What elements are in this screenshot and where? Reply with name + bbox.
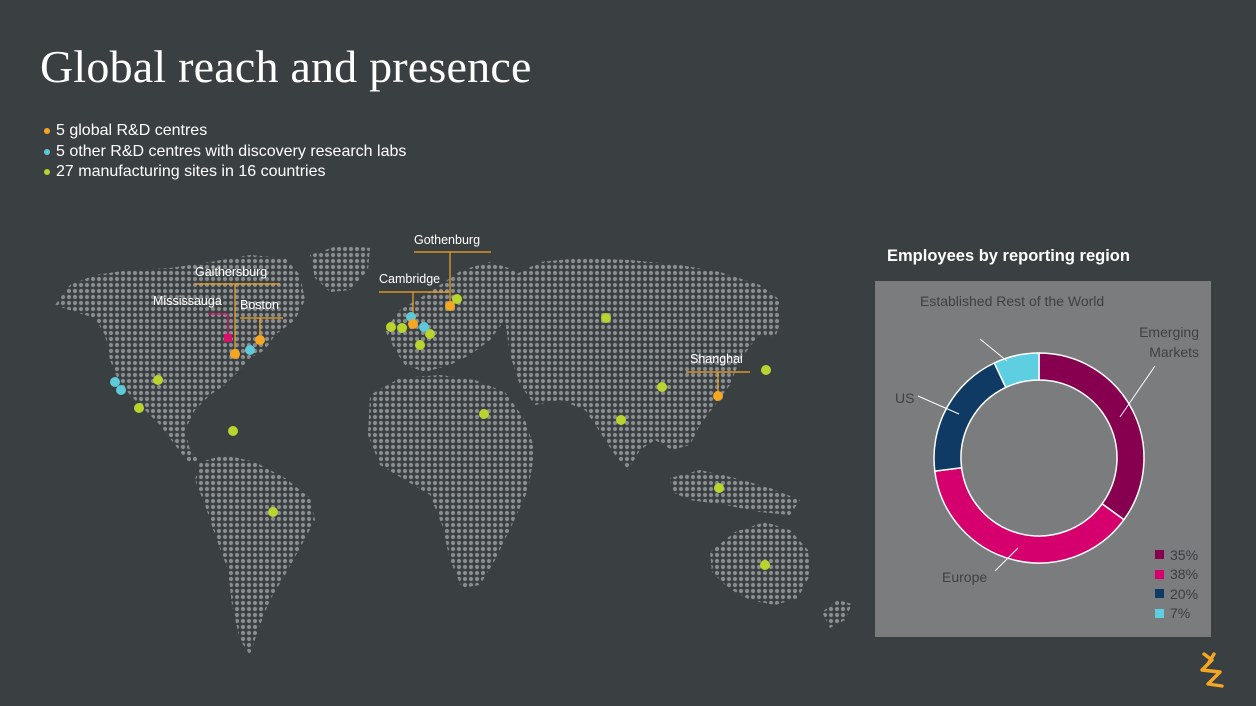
chart-panel: Established Rest of the World Emerging M… [875, 281, 1211, 637]
donut-slice-us [933, 361, 1007, 472]
legend-item: 38% [1155, 565, 1198, 585]
australia-landmass [710, 522, 810, 605]
other-rd-sites [110, 312, 429, 395]
manufacturing-site-marker [415, 340, 425, 350]
callout-line-emerging [1119, 365, 1156, 418]
city-label-gothenburg: Gothenburg [414, 233, 481, 247]
page-title: Global reach and presence [40, 41, 532, 92]
indonesia-landmass [670, 470, 800, 515]
legend-swatch [1155, 608, 1164, 618]
city-label-mississauga: Mississauga [153, 294, 222, 308]
global-rd-sites [230, 301, 723, 401]
manufacturing-site-marker [397, 323, 407, 333]
manufacturing-site-marker [268, 507, 278, 517]
other-rd-marker [116, 385, 126, 395]
chart-legend: 35% 38% 20% 7% [1155, 545, 1198, 623]
manufacturing-sites [134, 294, 771, 570]
world-map-svg [55, 245, 852, 655]
bullet-manufacturing: 27 manufacturing sites in 16 countries [44, 162, 406, 183]
legend-swatch [1155, 550, 1164, 560]
africa-landmass [368, 375, 535, 588]
global-rd-marker [255, 335, 265, 345]
global-rd-marker [408, 319, 418, 329]
legend-item: 35% [1155, 545, 1198, 565]
legend-item: 20% [1155, 584, 1198, 604]
other-rd-marker [419, 322, 429, 332]
company-logo-icon [1200, 652, 1224, 688]
orange-dot-icon [44, 128, 50, 135]
bullet-list: 5 global R&D centres 5 other R&D centres… [44, 121, 406, 183]
greenland-landmass [310, 245, 370, 292]
manufacturing-site-marker [761, 365, 771, 375]
legend-value: 7% [1170, 605, 1191, 622]
segment-label-established: Established Rest of the World [920, 293, 1105, 309]
manufacturing-site-marker [657, 382, 667, 392]
callout-line-established [979, 338, 1008, 362]
japan-landmass [760, 302, 782, 338]
manufacturing-site-marker [452, 294, 462, 304]
manufacturing-site-marker [134, 403, 144, 413]
manufacturing-site-marker [616, 415, 626, 425]
bullet-rd-other: 5 other R&D centres with discovery resea… [44, 142, 406, 163]
north-america-landmass [55, 255, 305, 462]
city-label-gaithersburg: Gaithersburg [195, 265, 268, 279]
chart-title: Employees by reporting region [887, 247, 1130, 265]
global-rd-marker [713, 391, 723, 401]
legend-swatch [1155, 569, 1164, 579]
bullet-text: 5 other R&D centres with discovery resea… [56, 142, 407, 160]
callout-line-europe [994, 547, 1019, 572]
other-rd-marker [110, 377, 120, 387]
manufacturing-site-marker [479, 409, 489, 419]
legend-swatch [1155, 589, 1164, 599]
segment-label-emerging: Emerging Markets [1139, 324, 1199, 360]
bullet-text: 27 manufacturing sites in 16 countries [56, 163, 326, 180]
segment-label-us: US [895, 390, 915, 406]
donut-slice-europe [933, 466, 1125, 564]
donut-slice-established-rest-of-the-world [993, 352, 1040, 389]
manufacturing-site-marker [760, 560, 770, 570]
global-rd-marker [230, 349, 240, 359]
green-dot-icon [44, 169, 50, 176]
callout-lines [917, 338, 1156, 572]
donut-chart [917, 338, 1156, 572]
legend-value: 38% [1170, 566, 1199, 583]
new-zealand-landmass [822, 600, 852, 628]
legend-item: 7% [1155, 604, 1198, 624]
bullet-rd-global: 5 global R&D centres [44, 121, 406, 142]
manufacturing-site-marker [386, 322, 396, 332]
manufacturing-site-marker [228, 426, 238, 436]
manufacturing-site-marker [425, 329, 435, 339]
legend-value: 35% [1170, 546, 1199, 563]
city-label-boston: Boston [240, 298, 279, 312]
manufacturing-site-marker [601, 313, 611, 323]
cyan-dot-icon [44, 148, 50, 155]
leader-lines [195, 251, 750, 396]
city-label-shanghai: Shanghai [690, 352, 743, 366]
segment-label-europe: Europe [942, 569, 988, 585]
city-label-cambridge: Cambridge [379, 272, 441, 286]
manufacturing-site-marker [714, 483, 724, 493]
legend-value: 20% [1170, 585, 1199, 602]
asia-landmass [505, 258, 780, 470]
manufacturing-site-marker [153, 375, 163, 385]
donut-slice-emerging-markets [1038, 352, 1145, 521]
other-rd-marker [245, 345, 255, 355]
callout-line-us [917, 395, 960, 415]
global-rd-marker [445, 301, 455, 311]
mississauga-marker [224, 334, 232, 342]
south-america-landmass [195, 455, 315, 655]
bullet-text: 5 global R&D centres [56, 122, 208, 139]
